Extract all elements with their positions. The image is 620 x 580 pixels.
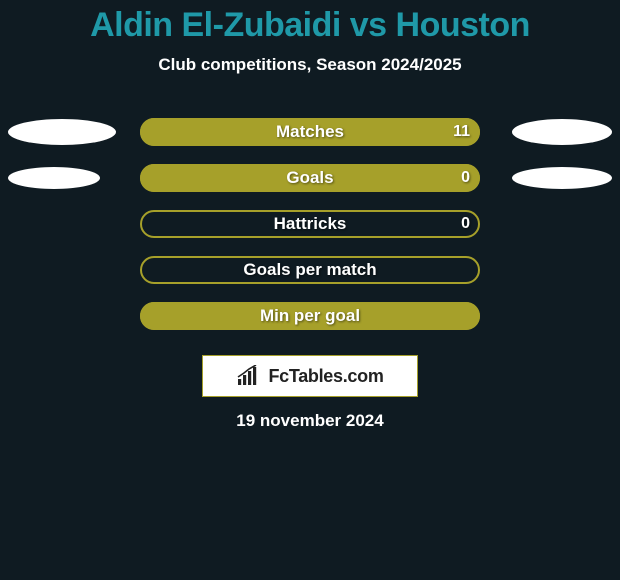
stat-value: 11 <box>453 123 470 141</box>
stat-bar: Min per goal <box>140 302 480 330</box>
left-ellipse <box>8 167 100 189</box>
stat-value: 0 <box>461 169 470 187</box>
stat-bar: Goals per match <box>140 256 480 284</box>
stat-row: Min per goal <box>0 293 620 339</box>
stat-row: Goals 0 <box>0 155 620 201</box>
bar-chart: Matches 11 Goals 0 Hattricks 0 Goals per match… <box>0 109 620 339</box>
stat-bar: Matches 11 <box>140 118 480 146</box>
stats-infographic: Aldin El-Zubaidi vs Houston Club competi… <box>0 0 620 580</box>
stat-label: Matches <box>276 122 344 142</box>
date-text: 19 november 2024 <box>0 411 620 431</box>
stat-value: 0 <box>461 215 470 233</box>
right-ellipse <box>512 119 612 145</box>
stat-bar: Hattricks 0 <box>140 210 480 238</box>
stat-row: Matches 11 <box>0 109 620 155</box>
stat-label: Goals per match <box>243 260 376 280</box>
stat-row: Goals per match <box>0 247 620 293</box>
stat-bar: Goals 0 <box>140 164 480 192</box>
brand-box: FcTables.com <box>202 355 418 397</box>
left-ellipse <box>8 119 116 145</box>
stat-label: Goals <box>286 168 333 188</box>
stat-label: Hattricks <box>274 214 347 234</box>
stat-row: Hattricks 0 <box>0 201 620 247</box>
right-ellipse <box>512 167 612 189</box>
page-title: Aldin El-Zubaidi vs Houston <box>0 0 620 45</box>
brand-text: FcTables.com <box>268 366 383 387</box>
bar-chart-icon <box>236 365 262 387</box>
stat-label: Min per goal <box>260 306 360 326</box>
subtitle: Club competitions, Season 2024/2025 <box>0 55 620 75</box>
